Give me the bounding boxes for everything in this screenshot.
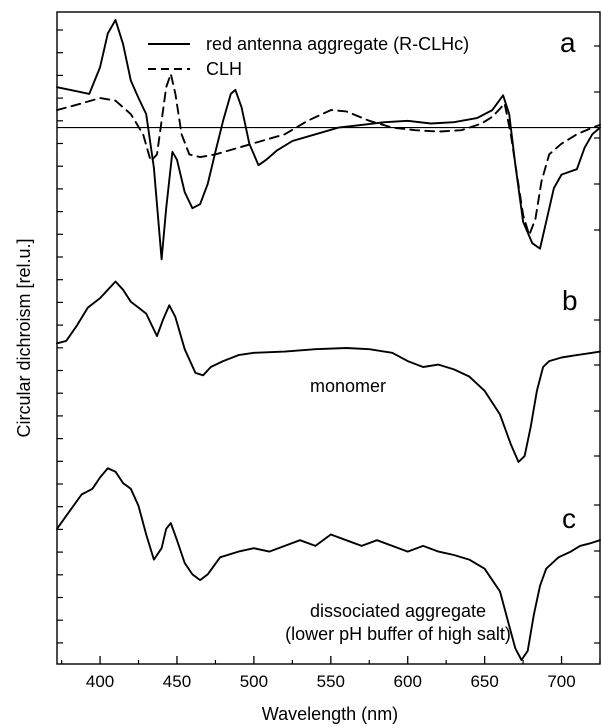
annotation-monomer: monomer [310,376,386,396]
y-axis-title: Circular dichroism [rel.u.] [14,238,34,437]
panel-letter-c: c [562,503,576,534]
legend-label-clh: CLH [206,59,242,79]
panel-letter-a: a [560,27,576,58]
x-tick-label: 700 [547,672,575,691]
x-tick-label: 450 [163,672,191,691]
x-tick-label: 550 [317,672,345,691]
legend-label-r-clhc: red antenna aggregate (R-CLHc) [206,34,469,54]
x-tick-label: 500 [240,672,268,691]
y-axis-ticks [57,29,600,644]
x-axis-title: Wavelength (nm) [262,704,398,724]
x-tick-label: 400 [86,672,114,691]
x-tick-label: 650 [470,672,498,691]
panels-layer [56,19,601,661]
panel-letter-b: b [562,285,578,316]
plot-frame [56,11,601,665]
series-line-panel-b-solid [56,280,601,463]
x-axis-ticks: 400 450 500 550 600 650 700 [61,656,601,691]
series-line-panel-a-solid [56,19,601,261]
series-line-panel-c-solid [56,467,601,661]
legend: red antenna aggregate (R-CLHc) CLH [148,34,469,79]
x-tick-label: 600 [394,672,422,691]
annotation-dissociated-line1: dissociated aggregate [310,601,486,621]
series-line-panel-a-dashed [56,72,601,237]
annotation-dissociated-line2: (lower pH buffer of high salt) [285,624,511,644]
